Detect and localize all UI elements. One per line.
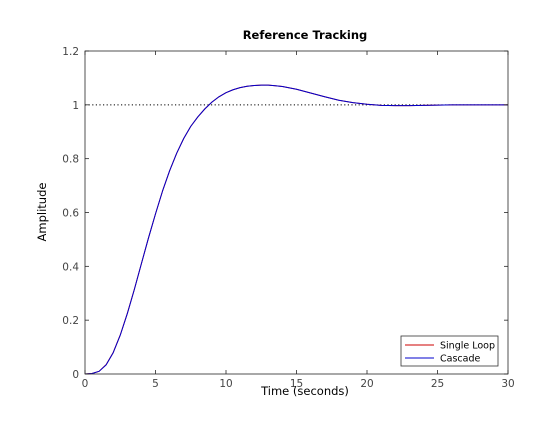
x-tick-label: 0 [82,378,89,390]
y-tick-label: 1.2 [62,46,79,58]
plot-area [85,51,508,374]
legend: Single Loop Cascade [400,335,499,367]
x-tick-label: 30 [501,378,514,390]
legend-label-cascade: Cascade [440,354,480,365]
y-tick-label: 0.4 [62,261,79,273]
x-tick-label: 10 [219,378,232,390]
y-tick-label: 1 [72,100,79,112]
legend-box [400,335,499,367]
series-line-cascade [84,84,508,375]
y-tick-label: 0.6 [62,208,79,220]
y-tick-label: 0 [72,369,79,381]
y-axis-label: Amplitude [35,183,49,242]
x-tick-label: 15 [290,378,303,390]
x-tick-label: 25 [431,378,444,390]
legend-label-single-loop: Single Loop [440,341,495,352]
chart-title: Reference Tracking [243,28,368,42]
x-tick-label: 20 [360,378,373,390]
y-tick-label: 0.8 [62,154,79,166]
ticks-layer: 0 5 10 15 20 25 30 0 0.2 0.4 0.6 0.8 1 1.2 [62,46,514,390]
series-layer [84,84,508,375]
x-tick-label: 5 [152,378,159,390]
x-axis-label: Time (seconds) [260,384,349,398]
y-tick-label: 0.2 [62,315,79,327]
